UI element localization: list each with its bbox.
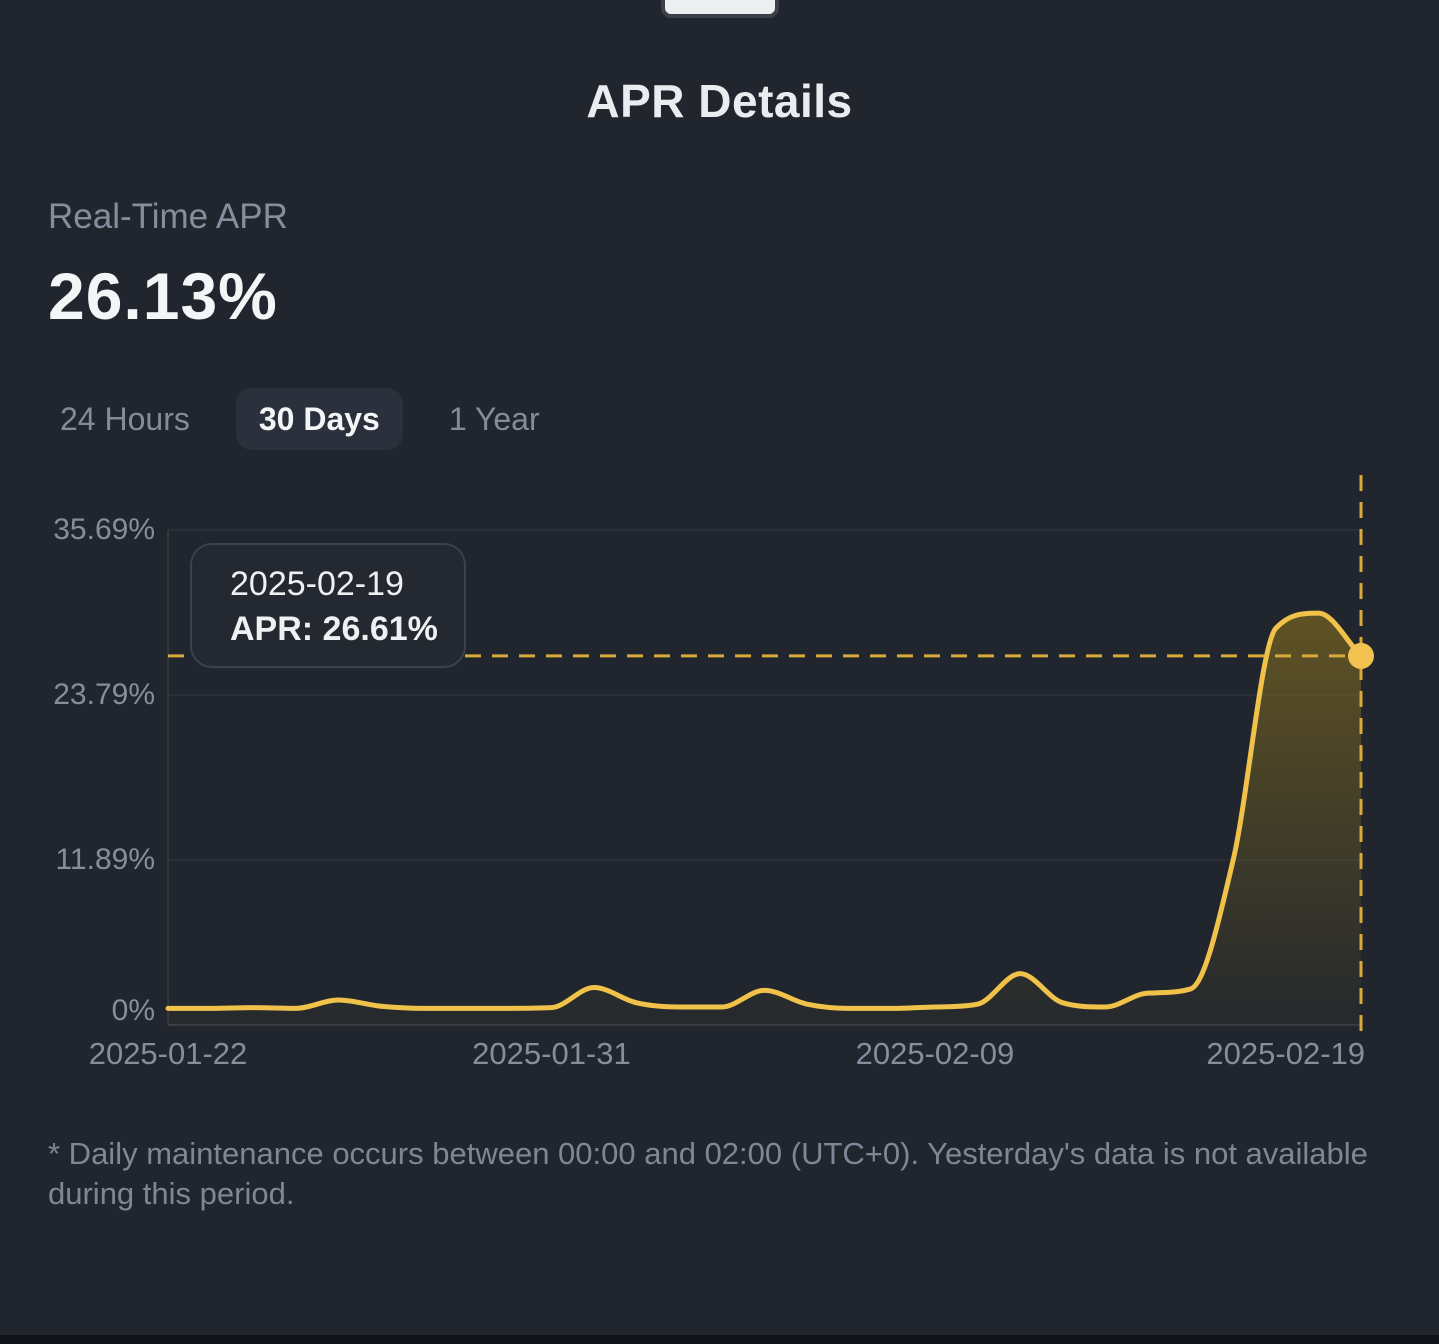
current-value-dot	[1348, 642, 1374, 669]
tab-24-hours[interactable]: 24 Hours	[60, 388, 190, 450]
period-tabs: 24 Hours 30 Days 1 Year	[60, 388, 540, 450]
x-axis-label: 2025-02-09	[855, 1036, 1015, 1071]
tab-30-days[interactable]: 30 Days	[235, 388, 403, 450]
x-axis-label: 2025-01-22	[88, 1036, 248, 1071]
apr-chart[interactable]: 35.69% 23.79% 11.89% 0% 2025-01-22 2025-01-3…	[0, 460, 1439, 1071]
drag-handle[interactable]	[660, 0, 779, 18]
realtime-apr-value: 26.13%	[48, 259, 278, 333]
y-axis-label: 23.79%	[53, 678, 155, 712]
tab-1-year[interactable]: 1 Year	[449, 388, 540, 450]
y-axis-label: 35.69%	[53, 513, 155, 546]
x-axis-label: 2025-02-19	[1206, 1036, 1365, 1071]
tooltip-date: 2025-02-19	[230, 565, 404, 603]
y-axis-label: 0%	[111, 994, 155, 1027]
page-title: APR Details	[586, 75, 853, 127]
x-axis-label: 2025-01-31	[472, 1036, 631, 1071]
bottom-inset-bar	[0, 1335, 1439, 1344]
chart-tooltip: 2025-02-19 APR: 26.61%	[190, 543, 466, 668]
tooltip-apr-value: APR: 26.61%	[230, 610, 438, 648]
maintenance-note: * Daily maintenance occurs between 00:00…	[48, 1136, 1368, 1211]
realtime-apr-label: Real-Time APR	[48, 197, 288, 236]
y-axis-label: 11.89%	[55, 843, 155, 877]
